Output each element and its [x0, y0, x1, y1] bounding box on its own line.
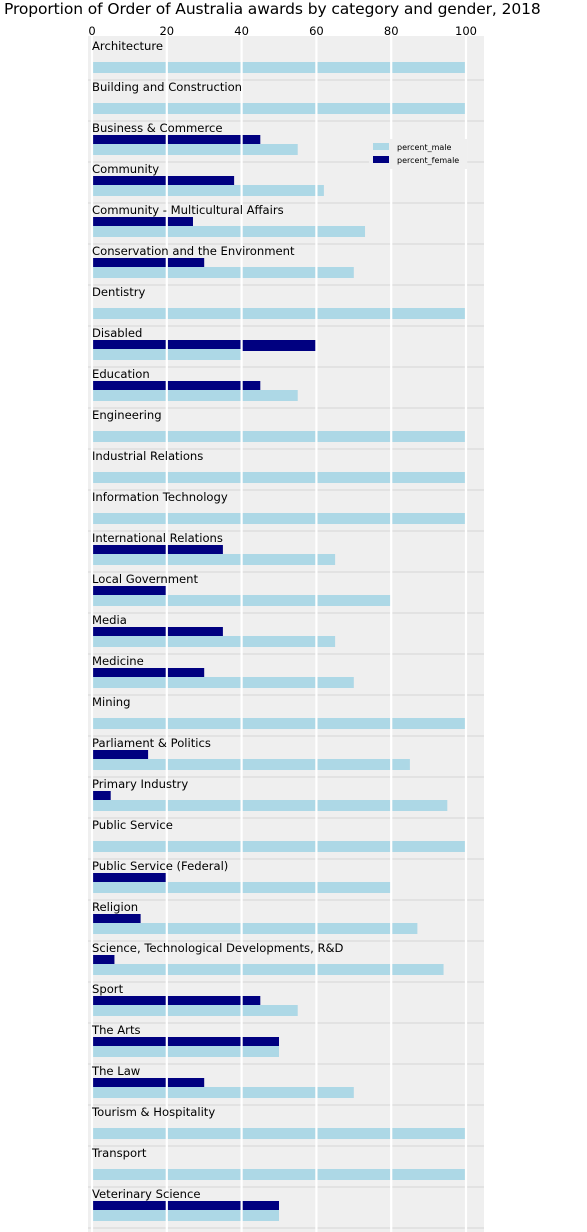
- category-label: Education: [92, 367, 150, 381]
- bar-percent-male: [92, 800, 447, 811]
- bar-percent-male: [92, 431, 466, 442]
- category-label: Parliament & Politics: [92, 736, 211, 750]
- category-label: Information Technology: [92, 490, 228, 504]
- x-tick-label: 0: [88, 24, 95, 38]
- legend-swatch: [373, 156, 389, 163]
- x-tick-label: 60: [309, 24, 324, 38]
- bar-percent-male: [92, 1128, 466, 1139]
- bar-percent-male: [92, 1005, 298, 1016]
- category-label: Dentistry: [92, 285, 146, 299]
- bar-percent-male: [92, 390, 298, 401]
- category-label: Science, Technological Developments, R&D: [92, 941, 344, 955]
- category-label: Community: [92, 162, 159, 176]
- bar-percent-male: [92, 554, 335, 565]
- bar-percent-male: [92, 1087, 354, 1098]
- x-tick-label: 100: [455, 24, 477, 38]
- bar-percent-male: [92, 472, 466, 483]
- bar-percent-male: [92, 636, 335, 647]
- x-tick-label: 20: [159, 24, 174, 38]
- bar-percent-male: [92, 513, 466, 524]
- category-label: Transport: [91, 1146, 147, 1160]
- legend: percent_male percent_female: [369, 139, 467, 169]
- bar-percent-male: [92, 185, 324, 196]
- category-label: Media: [92, 613, 127, 627]
- x-tick-label: 80: [384, 24, 399, 38]
- legend-label: percent_male: [397, 143, 452, 152]
- bar-percent-male: [92, 677, 354, 688]
- category-label: Veterinary Science: [92, 1187, 201, 1201]
- bar-percent-male: [92, 1046, 279, 1057]
- bar-percent-male: [92, 1210, 279, 1221]
- x-tick-label: 40: [234, 24, 249, 38]
- bar-percent-male: [92, 226, 365, 237]
- category-label: International Relations: [92, 531, 223, 545]
- bar-percent-male: [92, 144, 298, 155]
- category-label: Industrial Relations: [92, 449, 203, 463]
- category-label: Disabled: [92, 326, 142, 340]
- bar-percent-male: [92, 759, 410, 770]
- category-label: Sport: [92, 982, 124, 996]
- category-label: Community - Multicultural Affairs: [92, 203, 284, 217]
- category-label: Tourism & Hospitality: [91, 1105, 215, 1119]
- bar-percent-male: [92, 267, 354, 278]
- category-label: Building and Construction: [92, 80, 242, 94]
- bar-percent-male: [92, 718, 466, 729]
- bar-percent-male: [92, 308, 466, 319]
- bar-percent-male: [92, 62, 466, 73]
- x-axis-ticks: 0 20 40 60 80 100: [88, 24, 477, 38]
- category-label: Religion: [92, 900, 138, 914]
- category-label: Primary Industry: [92, 777, 188, 791]
- category-label: Public Service: [92, 818, 173, 832]
- category-label: Mining: [92, 695, 131, 709]
- category-label: Conservation and the Environment: [92, 244, 295, 258]
- category-label: The Arts: [91, 1023, 141, 1037]
- bar-percent-male: [92, 1169, 466, 1180]
- category-label: Engineering: [92, 408, 162, 422]
- category-label: Business & Commerce: [92, 121, 222, 135]
- legend-label: percent_female: [397, 156, 459, 165]
- bar-percent-male: [92, 103, 466, 114]
- category-label: The Law: [91, 1064, 140, 1078]
- bar-percent-male: [92, 841, 466, 852]
- bar-percent-male: [92, 923, 417, 934]
- legend-swatch: [373, 143, 389, 150]
- category-label: Local Government: [92, 572, 198, 586]
- category-label: Public Service (Federal): [92, 859, 228, 873]
- category-label: Medicine: [92, 654, 144, 668]
- category-label: Architecture: [92, 39, 163, 53]
